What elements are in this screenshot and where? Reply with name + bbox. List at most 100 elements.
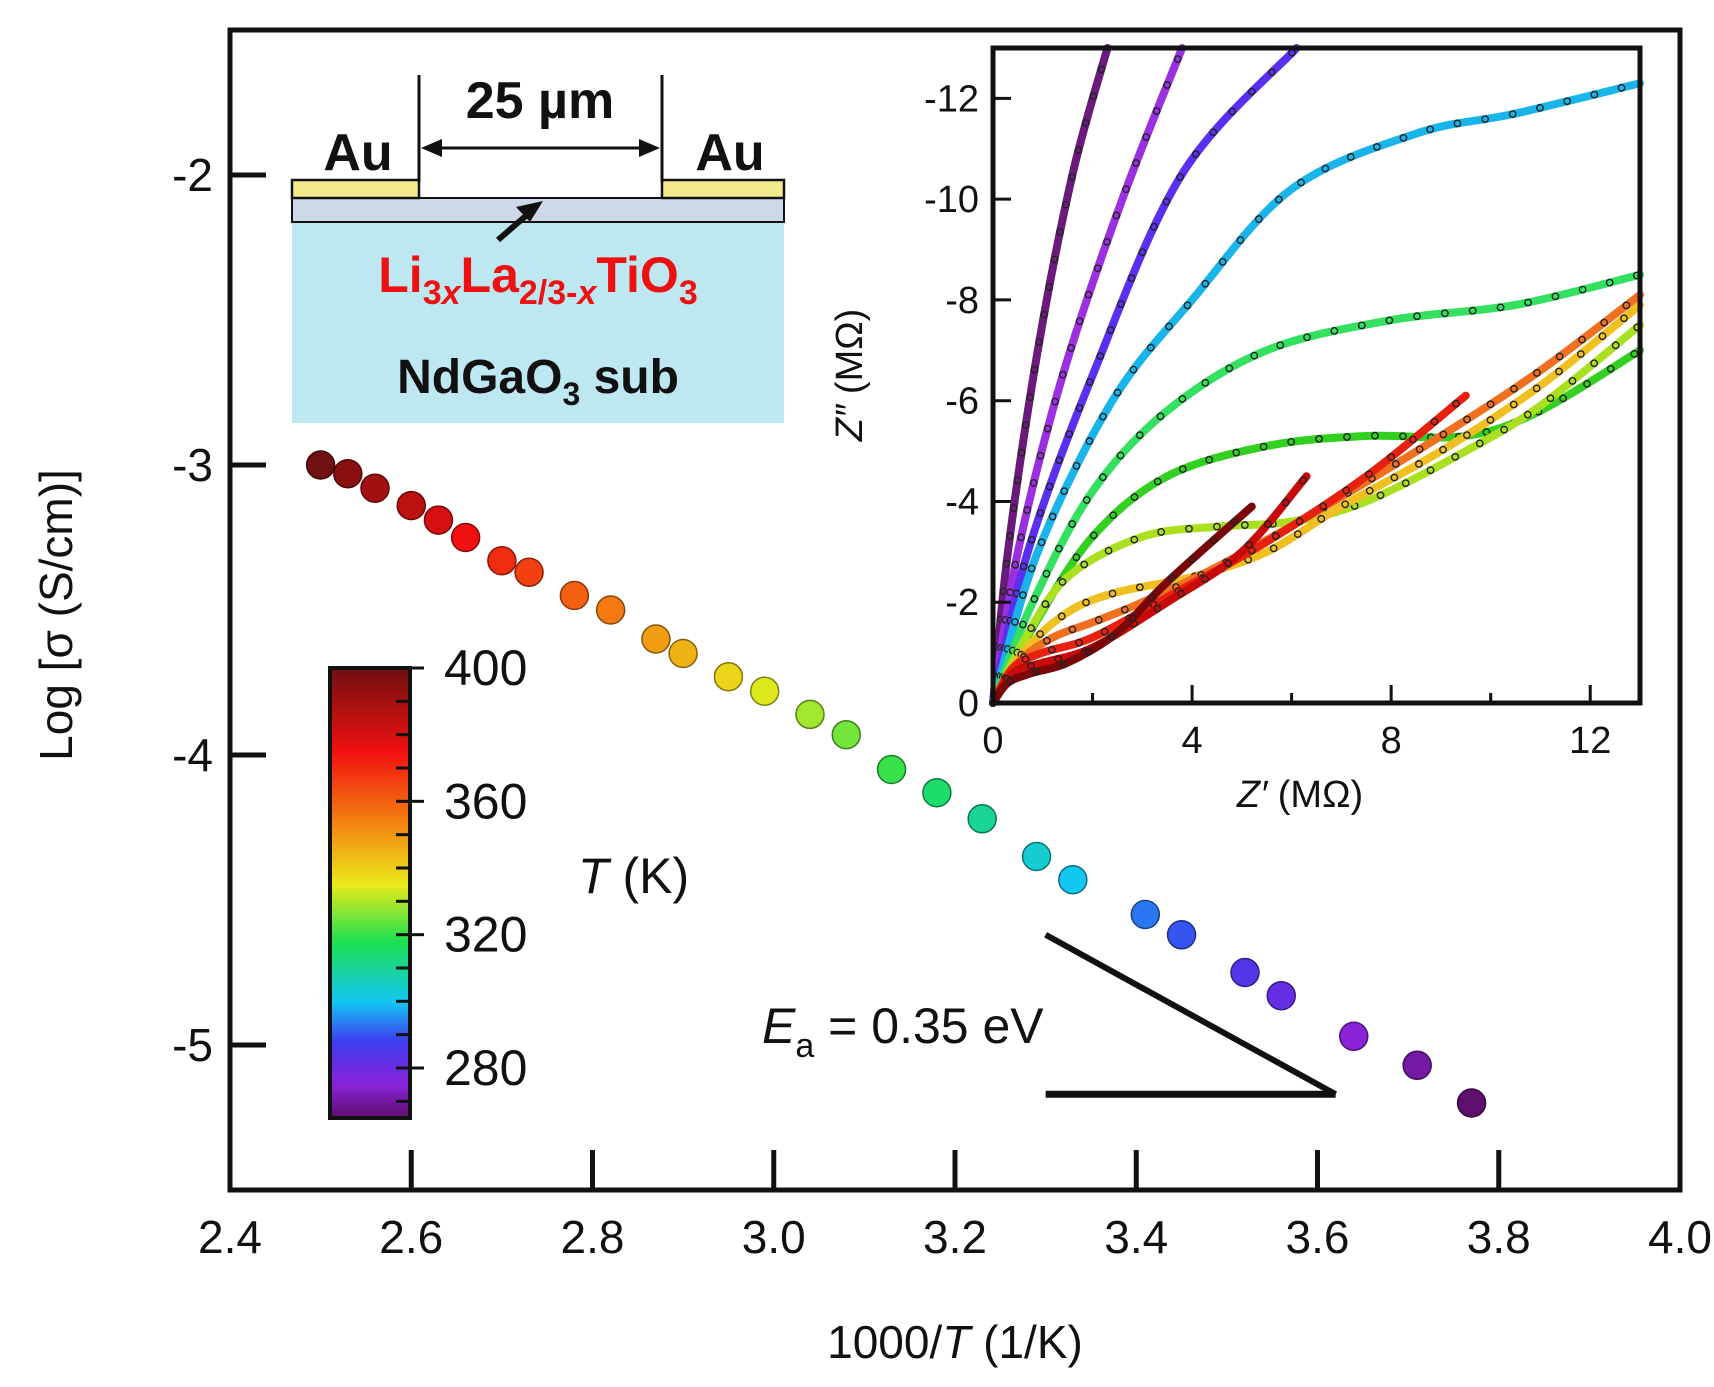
inset-series-marker [1109, 511, 1118, 520]
data-point [1058, 864, 1088, 895]
inset-series-marker [1047, 645, 1056, 654]
inset-series-marker [1127, 274, 1136, 282]
main-y-tick-label: -4 [172, 729, 213, 781]
inset-y-tick-label: -6 [945, 381, 979, 423]
inset-series-marker [1167, 573, 1176, 582]
inset-series-marker [1093, 264, 1102, 273]
inset-series-marker [1021, 421, 1030, 429]
inset-series-marker [1150, 222, 1158, 231]
inset-series-marker [1027, 661, 1035, 670]
data-point [1339, 1021, 1369, 1052]
data-point [514, 557, 544, 588]
main-x-tick-label: 2.4 [198, 1211, 262, 1263]
inset-series-marker [1017, 448, 1026, 457]
inset-series-marker [1097, 65, 1106, 74]
inset-series-marker [1268, 68, 1276, 77]
inset-series-marker [1085, 378, 1094, 386]
inset-series-marker [1590, 359, 1599, 368]
inset-x-tick-label: 12 [1569, 720, 1611, 762]
inset-series-marker [1315, 434, 1323, 443]
inset-series-marker [1103, 237, 1111, 246]
inset-series-marker [1555, 367, 1563, 376]
inset-series-marker [1080, 560, 1089, 569]
inset-x-axis-label: Z′ (MΩ) [1236, 774, 1363, 816]
data-point [595, 595, 626, 625]
inset-series-marker [1508, 110, 1517, 119]
inset-series-marker [1072, 462, 1081, 470]
inset-series-marker [1201, 575, 1209, 583]
inset-series-marker [1117, 300, 1125, 308]
inset-series-marker [1006, 677, 1015, 686]
inset-series-marker [1032, 667, 1041, 676]
colorbar-label: T (K) [578, 848, 689, 904]
data-point [967, 804, 997, 834]
film-formula-part: Li [378, 247, 422, 303]
inset-series-marker [1343, 433, 1351, 441]
inset-series-marker [1536, 103, 1544, 112]
inset-y-tick-label: -12 [924, 78, 979, 120]
inset-series-marker [1068, 625, 1077, 634]
inset-series-marker [1209, 536, 1218, 545]
inset-series-marker [1254, 215, 1263, 223]
inset-series-marker [1413, 312, 1421, 321]
inset-series-marker [1357, 321, 1366, 330]
inset-series-marker [1212, 522, 1221, 531]
inset-series-marker [1163, 81, 1172, 89]
inset-series-marker [1106, 326, 1115, 334]
inset-series-marker [1018, 591, 1027, 599]
main-data-points [305, 450, 1487, 1118]
inset-series-marker [1099, 412, 1107, 421]
inset-series-marker [1057, 612, 1066, 621]
inset-series-marker [1082, 598, 1090, 607]
inset-series-marker [1617, 83, 1626, 92]
inset-series-line [989, 300, 1644, 707]
inset-series-marker [1240, 521, 1249, 529]
inset-series-marker [1376, 491, 1385, 500]
inset-series-marker [1391, 460, 1400, 468]
inset-series-marker [1225, 364, 1234, 373]
inset-series-marker [1440, 309, 1449, 318]
inset-series-marker [1317, 514, 1326, 523]
inset-series-marker [1264, 520, 1272, 529]
inset-series-marker [1295, 517, 1304, 526]
inset-series-marker [1176, 173, 1184, 182]
inset-series-line [989, 79, 1644, 707]
inset-series-marker [1201, 279, 1210, 288]
inset-series-marker [1068, 520, 1077, 528]
inset-series-marker [1030, 595, 1039, 603]
inset-series-marker [1056, 228, 1064, 236]
main-x-tick-label: 3.0 [742, 1211, 806, 1263]
inset-series-marker [1297, 178, 1305, 187]
film-layer [291, 197, 785, 223]
inset-series-marker [1130, 493, 1139, 501]
inset-series-marker [1130, 535, 1139, 544]
inset-series-marker [1274, 195, 1283, 204]
inset-series-marker [1578, 285, 1587, 294]
inset-series-marker [1209, 128, 1218, 137]
activation-energy-symbol: E [762, 998, 796, 1054]
inset-y-tick-label: -2 [945, 582, 979, 624]
data-point [922, 777, 952, 808]
inset-series-marker [1555, 352, 1564, 361]
inset-series-marker [1218, 257, 1227, 266]
impedance-inset: 0 4 8 12 0 -2 -4 -6 -8 -10 -12 Z′ (MΩ) Z″ (MΩ) [829, 44, 1644, 816]
inset-series-marker [1040, 310, 1048, 319]
inset-series-marker [1201, 378, 1210, 387]
inset-series-marker [1230, 517, 1239, 526]
inset-series-marker [1399, 133, 1408, 142]
inset-series-marker [1462, 431, 1471, 439]
inset-series-marker [1414, 460, 1423, 468]
inset-series-marker [1232, 448, 1241, 457]
film-pointer-arrowhead [516, 201, 543, 222]
inset-series-marker [1017, 533, 1025, 542]
inset-series-marker [1112, 211, 1121, 220]
data-point [876, 754, 907, 785]
inset-series-marker [1191, 150, 1200, 158]
data-point [423, 505, 454, 535]
gap-arrowhead-left [421, 139, 442, 157]
inset-series-marker [1409, 435, 1417, 444]
inset-series-marker [1027, 624, 1035, 633]
main-x-tick-label: 3.2 [923, 1211, 987, 1263]
inset-series-marker [1089, 92, 1098, 101]
inset-series-marker [1415, 445, 1424, 454]
